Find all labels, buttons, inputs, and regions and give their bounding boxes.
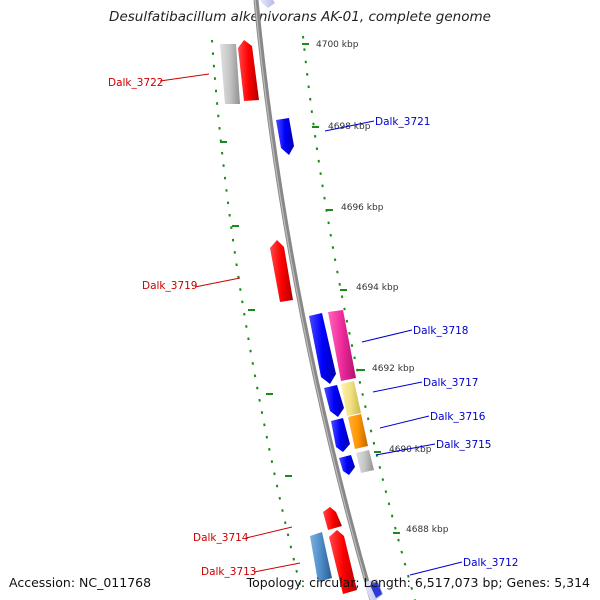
leader-line-dalk-3713 — [253, 562, 301, 573]
gene-arrow-dalk-3715-gray[interactable] — [356, 450, 374, 473]
leader-line-dalk-3721 — [324, 120, 375, 132]
genome-backbone-highlight — [254, 0, 372, 600]
gene-label-dalk-3719[interactable]: Dalk_3719 — [142, 280, 198, 292]
tick-marks — [220, 43, 400, 534]
gene-label-dalk-3721[interactable]: Dalk_3721 — [375, 116, 431, 128]
leader-line-dalk-3717 — [372, 381, 423, 393]
tick-label-4688: 4688 kbp — [406, 525, 449, 535]
gene-arrow-dalk-3716[interactable] — [331, 418, 350, 452]
tick-label-4694: 4694 kbp — [356, 283, 399, 293]
map-title: Desulfatibacillum alkenivorans AK-01, co… — [109, 9, 491, 25]
gene-arrow-dalk-3722-gray[interactable] — [220, 44, 240, 104]
tick-label-4690: 4690 kbp — [389, 445, 432, 455]
leader-line-dalk-3715 — [375, 443, 436, 456]
gene-arrow-partial-top[interactable] — [260, 0, 275, 8]
gene-label-dalk-3717[interactable]: Dalk_3717 — [423, 377, 479, 389]
leader-line-dalk-3714 — [245, 526, 293, 539]
gene-arrow-dalk-3713[interactable] — [329, 530, 357, 594]
gene-arrow-dalk-3714[interactable] — [323, 507, 342, 530]
gene-label-dalk-3718[interactable]: Dalk_3718 — [413, 325, 469, 337]
gene-label-dalk-3712[interactable]: Dalk_3712 — [463, 557, 519, 569]
gene-arrow-dalk-3717[interactable] — [324, 385, 344, 417]
gene-arrow-dalk-3713-steel[interactable] — [310, 532, 332, 582]
topology-label: Topology: circular; Length: 6,517,073 bp… — [246, 575, 590, 590]
gene-arrow-dalk-3715[interactable] — [339, 455, 355, 475]
leader-line-dalk-3722 — [159, 73, 210, 82]
tick-label-4692: 4692 kbp — [372, 364, 415, 374]
leader-line-dalk-3716 — [379, 415, 430, 429]
gene-arrow-dalk-3721[interactable] — [276, 118, 294, 155]
gene-arrow-dalk-3717-yellow[interactable] — [341, 381, 361, 416]
genome-backbone — [253, 0, 375, 600]
gene-arrow-dalk-3719[interactable] — [270, 240, 293, 302]
leader-line-dalk-3719 — [194, 277, 241, 288]
gene-arrow-dalk-3718-pink[interactable] — [328, 310, 356, 381]
leader-line-dalk-3712 — [409, 561, 463, 576]
accession-label: Accession: NC_011768 — [9, 575, 152, 590]
gene-label-dalk-3715[interactable]: Dalk_3715 — [436, 439, 492, 451]
gene-label-dalk-3716[interactable]: Dalk_3716 — [430, 411, 486, 423]
gene-label-dalk-3714[interactable]: Dalk_3714 — [193, 532, 249, 544]
tick-label-4700: 4700 kbp — [316, 40, 359, 50]
tick-label-4698: 4698 kbp — [328, 122, 371, 132]
gene-arrow-dalk-3716-orange[interactable] — [348, 414, 368, 449]
tick-label-4696: 4696 kbp — [341, 203, 384, 213]
leader-line-dalk-3718 — [361, 329, 413, 343]
gene-arrow-dalk-3722[interactable] — [238, 40, 259, 101]
gene-arrow-dalk-3712-inner[interactable] — [370, 583, 382, 598]
outer-dotted-ring — [302, 35, 416, 600]
gene-arrow-dalk-3718[interactable] — [309, 313, 336, 384]
gene-label-dalk-3722[interactable]: Dalk_3722 — [108, 77, 164, 89]
gene-label-dalk-3713[interactable]: Dalk_3713 — [201, 566, 257, 578]
